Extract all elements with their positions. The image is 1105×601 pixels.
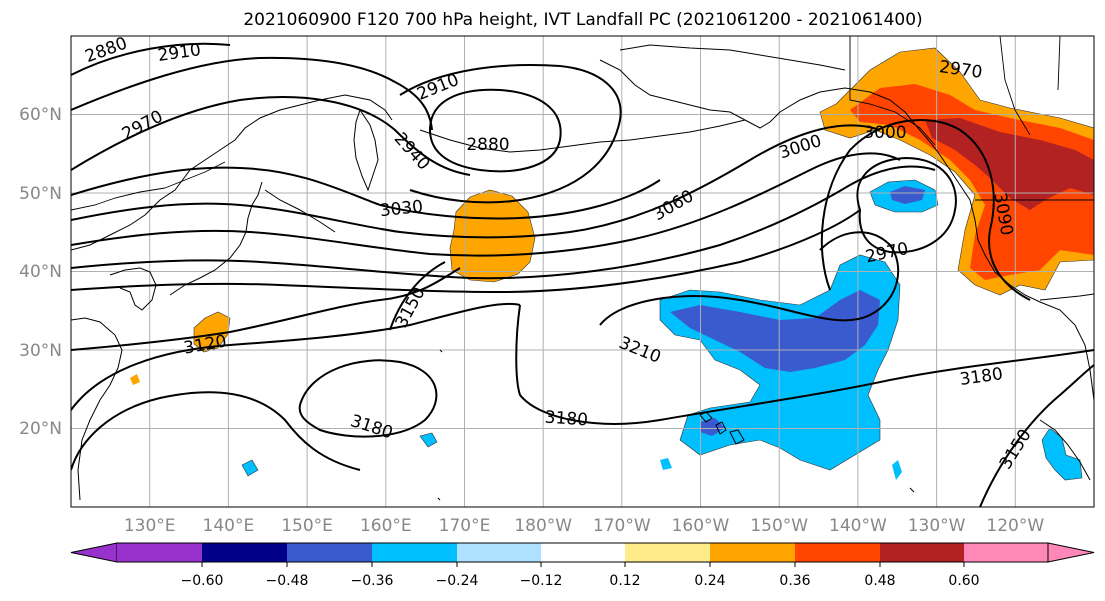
ivt-negative-region <box>1041 427 1083 481</box>
lon-label: 140°E <box>203 516 255 536</box>
colorbar-tick-label: −0.36 <box>351 573 394 589</box>
colorbar-tick-label: −0.24 <box>436 573 479 589</box>
colorbar-tick-label: 0.48 <box>864 573 895 589</box>
coastline-korea <box>109 267 157 311</box>
height-contour <box>428 88 562 173</box>
colorbar: −0.60 −0.48 −0.36 −0.24 −0.12 0.12 0.24 … <box>70 542 1095 589</box>
height-contour <box>599 231 900 326</box>
ivt-positive-region <box>850 84 1094 280</box>
height-contour-label: 2880 <box>466 135 509 155</box>
colorbar-bin <box>117 543 202 562</box>
ivt-negative-shading <box>241 179 1083 481</box>
ivt-negative-region <box>419 432 438 448</box>
lon-label: 160°E <box>360 516 412 536</box>
coastline-kuril <box>264 189 336 233</box>
height-contour <box>820 119 1031 301</box>
colorbar-bin <box>795 543 880 562</box>
colorbar-extend-high <box>1047 542 1095 563</box>
lon-label: 140°W <box>829 516 887 536</box>
colorbar-bin <box>457 543 541 562</box>
height-contour-label: 3000 <box>863 123 906 143</box>
border-mongolia-china <box>71 187 166 211</box>
colorbar-tick-label: 0.60 <box>948 573 979 589</box>
lon-label: 150°W <box>750 516 808 536</box>
lat-label: 50°N <box>19 184 62 204</box>
lat-label: 60°N <box>19 105 62 125</box>
colorbar-tick-label: −0.60 <box>181 573 224 589</box>
latitude-labels: 20°N 30°N 40°N 50°N 60°N <box>19 105 62 439</box>
coastline-china-east <box>71 317 123 501</box>
coastline-kamchatka <box>353 108 379 192</box>
lon-label: 120°W <box>986 516 1044 536</box>
colorbar-bin <box>625 543 710 562</box>
lon-label: 130°W <box>908 516 966 536</box>
height-contour-label: 3180 <box>544 408 589 431</box>
colorbar-bin <box>541 543 625 562</box>
height-contour <box>71 124 881 239</box>
height-contour <box>979 364 1094 507</box>
border-usa-mexico <box>1039 293 1094 301</box>
lat-label: 20°N <box>19 419 62 439</box>
map-frame <box>70 35 1095 508</box>
coastline-baja <box>1039 419 1091 481</box>
coastline-japan <box>169 181 263 296</box>
height-contour-label: 3030 <box>379 197 424 221</box>
colorbar-bin <box>964 543 1048 562</box>
lon-label: 170°W <box>593 516 651 536</box>
height-contours <box>71 42 1094 507</box>
height-contour <box>389 261 446 331</box>
lon-label: 170°E <box>439 516 491 536</box>
height-contour <box>71 165 936 280</box>
height-contour <box>399 64 622 204</box>
colorbar-outline <box>117 542 1048 563</box>
coastline-aleutians <box>419 119 746 153</box>
height-contour <box>71 166 661 220</box>
lon-label: 150°E <box>281 516 333 536</box>
lon-label: 130°E <box>124 516 176 536</box>
height-contour <box>71 302 521 411</box>
ivt-positive-region <box>925 118 1094 210</box>
height-contour <box>71 42 231 76</box>
height-contour <box>71 56 433 131</box>
height-contour <box>71 96 471 176</box>
colorbar-bin <box>372 543 457 562</box>
ivt-negative-region <box>241 459 259 477</box>
colorbar-bin <box>880 543 964 562</box>
ivt-positive-region <box>449 189 536 283</box>
coastline-islands <box>437 349 915 501</box>
colorbar-tick-label: −0.12 <box>520 573 563 589</box>
colorbar-tick-label: 0.36 <box>779 573 810 589</box>
colorbar-bin <box>287 543 372 562</box>
lon-label: 180°W <box>514 516 572 536</box>
coastline-asia <box>71 94 393 251</box>
colorbar-extend-low <box>70 542 118 563</box>
height-contour <box>515 304 1094 425</box>
ivt-negative-region <box>670 290 880 372</box>
ivt-positive-region <box>130 374 140 385</box>
colorbar-tick-label: 0.24 <box>694 573 725 589</box>
coastline-alaska-north <box>619 44 846 71</box>
ivt-negative-region <box>890 186 925 204</box>
colorbar-tick-label: 0.12 <box>609 573 640 589</box>
lat-label: 30°N <box>19 341 62 361</box>
height-contour <box>71 152 901 257</box>
colorbar-ticks <box>201 562 965 567</box>
ivt-negative-region <box>892 460 902 480</box>
height-contour <box>298 359 438 438</box>
border-canada-inner <box>999 36 1061 136</box>
height-contour <box>71 391 361 471</box>
ivt-negative-region <box>660 458 672 470</box>
figure-title: 2021060900 F120 700 hPa height, IVT Land… <box>243 10 922 30</box>
height-contour <box>71 209 861 294</box>
border-alaska-canada <box>849 36 936 146</box>
colorbar-bin <box>710 543 795 562</box>
lat-label: 40°N <box>19 262 62 282</box>
colorbar-tick-label: −0.48 <box>266 573 309 589</box>
height-contour <box>856 156 957 254</box>
height-contour <box>71 267 461 351</box>
colorbar-bin <box>202 543 287 562</box>
lon-label: 160°W <box>672 516 730 536</box>
longitude-labels: 130°E 140°E 150°E 160°E 170°E 180°W 170°… <box>124 516 1045 536</box>
